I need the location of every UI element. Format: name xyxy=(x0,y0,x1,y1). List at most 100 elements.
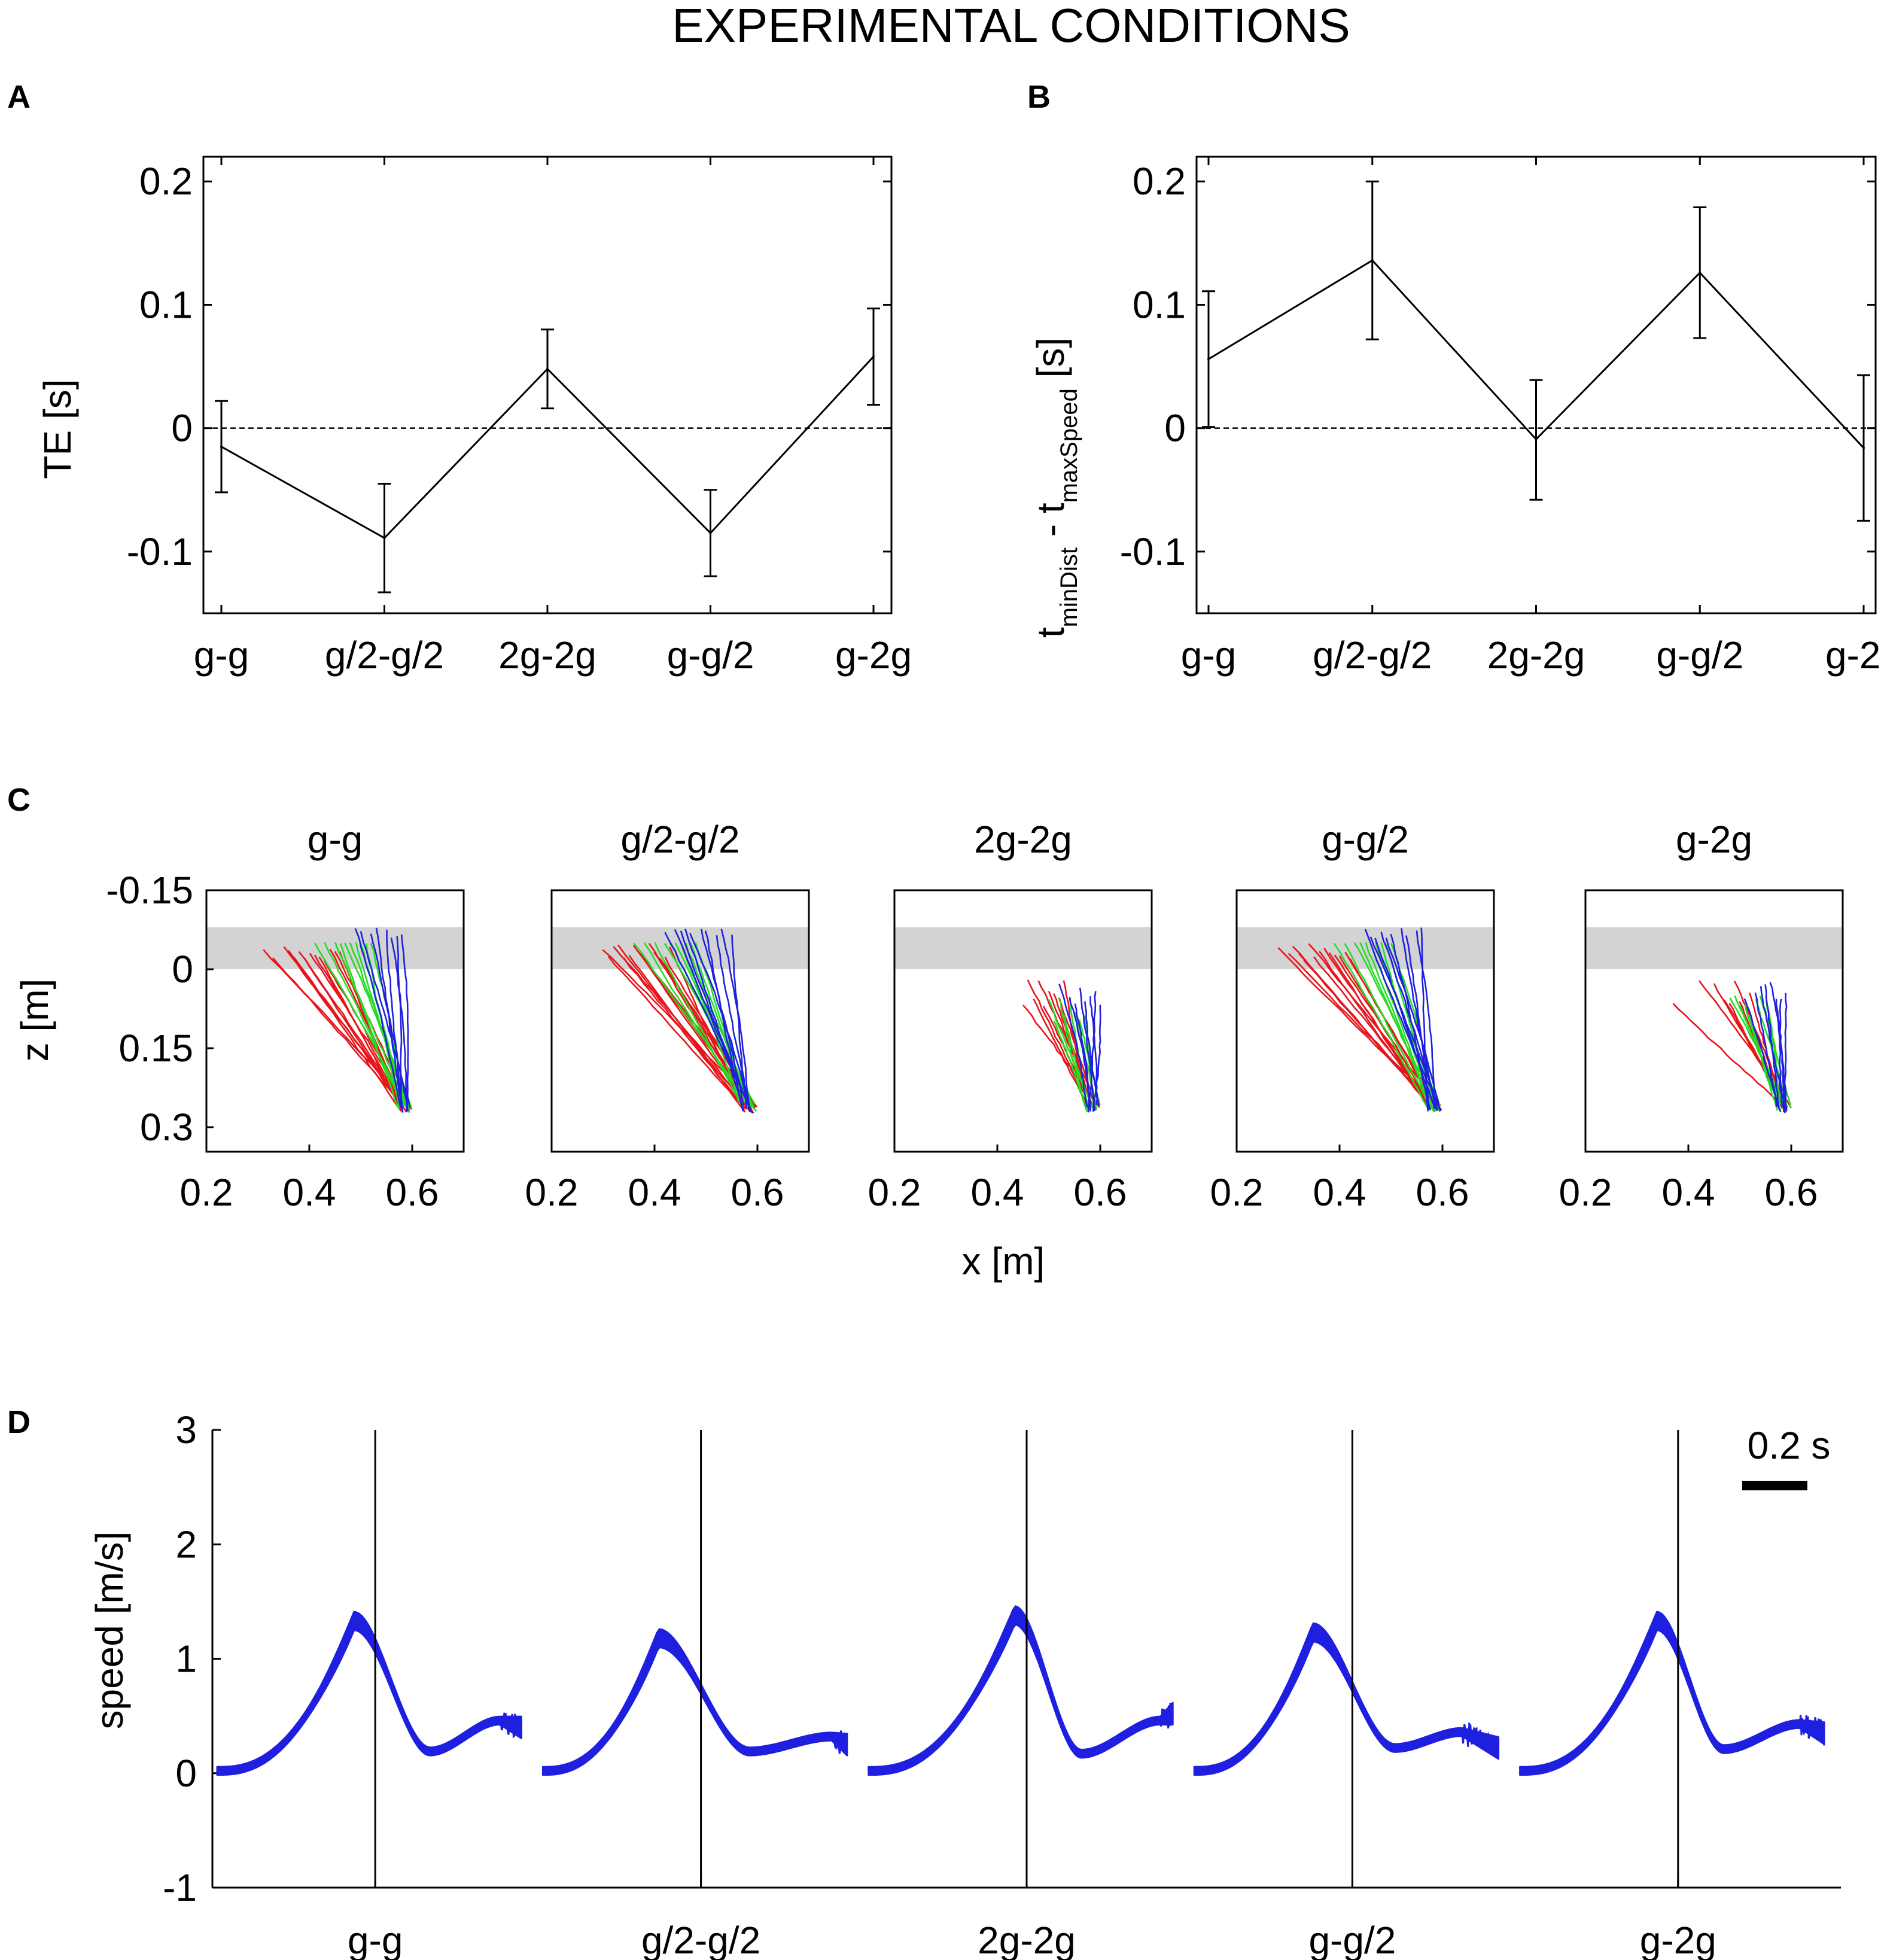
panel-c-trajectory-blue xyxy=(1374,938,1436,1109)
panel-c-subplot: g/2-g/2 0.2 0.4 0.6 xyxy=(525,818,810,1214)
panel-c-trajectory-blue xyxy=(701,929,745,1106)
panel-c-trajectory-green xyxy=(324,942,404,1109)
panel-c-subplot: g-2g 0.2 0.4 0.6 xyxy=(1559,818,1844,1214)
panel-a-xtick-label: 2g-2g xyxy=(498,634,596,677)
panel-b-xtick-label: 2g-2g xyxy=(1487,634,1585,677)
panel-c-trajectory-blue xyxy=(1092,1005,1101,1112)
panel-c-trajectory-blue xyxy=(386,929,404,1113)
panel-c-trajectory-blue xyxy=(1088,991,1097,1113)
panel-d-speed-band xyxy=(1193,1622,1500,1776)
panel-d-xtick-label: g-g/2 xyxy=(1308,1919,1396,1960)
panel-c-subplot: g-g 0.2 0.4 0.6 -0.15 0 0.15 0.3 xyxy=(106,818,465,1214)
panel-b-data-point xyxy=(1207,358,1210,361)
panel-label-d: D xyxy=(7,1404,31,1440)
panel-b-data-point xyxy=(1371,259,1374,262)
panel-a-data-point xyxy=(546,367,549,370)
panel-c-subplot-title: g/2-g/2 xyxy=(620,818,739,861)
panel-d-ytick-label: -1 xyxy=(163,1866,197,1909)
panel-c-trajectory-blue xyxy=(716,935,751,1110)
panel-c-xtick-label: 0.2 xyxy=(180,1171,233,1214)
panel-c-xtick-label: 0.4 xyxy=(1662,1171,1715,1214)
panel-c-trajectory-blue xyxy=(1058,983,1088,1108)
panel-c-trajectory-blue xyxy=(704,930,744,1112)
panel-d-speed-band xyxy=(868,1605,1174,1776)
panel-c-trajectory-blue xyxy=(1401,928,1438,1110)
panel-b-ytick-label: -0.1 xyxy=(1120,530,1186,573)
panel-c-trajectory-blue xyxy=(1079,987,1095,1112)
panel-c-xtick-label: 0.4 xyxy=(283,1171,336,1214)
panel-c-trajectory-red xyxy=(1672,1003,1783,1106)
panel-c-trajectory-green xyxy=(1749,1013,1778,1111)
panel-d-ytick-label: 3 xyxy=(175,1408,197,1451)
panel-c-trajectory-red xyxy=(288,949,402,1112)
panel-d-speed-band xyxy=(216,1611,522,1776)
panel-d-xtick-label: g-2g xyxy=(1640,1919,1716,1960)
panel-d-xtick-label: g/2-g/2 xyxy=(641,1919,760,1960)
panel-d-xtick-label: 2g-2g xyxy=(978,1919,1076,1960)
panel-c-xtick-label: 0.2 xyxy=(525,1171,579,1214)
panel-c-trajectory-green xyxy=(685,943,755,1109)
panel-b-chart: 0.2 0.1 0 -0.1 g-g g/2-g/2 2g-2g g-g/2 g-2g xyxy=(1120,156,1881,677)
panel-d-xtick-label: g-g xyxy=(348,1919,403,1960)
panel-b-data-point xyxy=(1535,438,1538,441)
panel-c-trajectory-blue xyxy=(1778,999,1783,1107)
panel-label-c: C xyxy=(7,782,31,818)
panel-b-data-point xyxy=(1699,271,1702,274)
panel-c-trajectory-red xyxy=(607,955,747,1110)
figure-title: EXPERIMENTAL CONDITIONS xyxy=(672,0,1350,52)
panel-c-trajectory-blue xyxy=(400,934,409,1109)
panel-b-ytick-label: 0 xyxy=(1164,407,1186,450)
panel-c-axes-box xyxy=(550,889,810,1153)
panel-c-trajectory-red xyxy=(293,957,404,1109)
scale-bar-label: 0.2 s xyxy=(1748,1424,1831,1467)
panel-d-speed-noise xyxy=(499,1712,522,1739)
panel-a-xtick-label: g-2g xyxy=(835,634,912,677)
panel-c-subplot-title: g-2g xyxy=(1676,818,1752,861)
panel-c-trajectory-blue xyxy=(720,929,750,1109)
panel-b-data-point xyxy=(1862,446,1865,449)
panel-c-trajectory-blue xyxy=(1764,984,1780,1107)
panel-c-trajectory-red xyxy=(304,957,403,1112)
panel-c-trajectory-blue xyxy=(1775,999,1785,1113)
panel-c-subplot-title: 2g-2g xyxy=(974,818,1072,861)
panel-b-xtick-label: g/2-g/2 xyxy=(1313,634,1432,677)
panel-c-trajectory-blue xyxy=(1754,992,1777,1107)
panel-c-xtick-label: 0.6 xyxy=(731,1171,784,1214)
panel-c-chart: g-g 0.2 0.4 0.6 -0.15 0 0.15 0.3 g/2-g/2 0.2 0.4 0.… xyxy=(106,818,1844,1214)
panel-c-trajectory-blue xyxy=(1089,996,1098,1105)
panel-c-subplot: 2g-2g 0.2 0.4 0.6 xyxy=(868,818,1153,1214)
panel-c-xtick-label: 0.2 xyxy=(1559,1171,1612,1214)
panel-d-speed-noise xyxy=(1461,1721,1500,1755)
panel-c-trajectory-blue xyxy=(375,927,402,1107)
panel-a-data-point xyxy=(220,445,223,448)
panel-c-trajectory-green xyxy=(1333,942,1430,1110)
panel-c-ytick-label: 0 xyxy=(172,948,193,991)
panel-c-trajectory-green xyxy=(339,943,400,1109)
panel-label-b: B xyxy=(1027,79,1051,115)
panel-c-trajectory-blue xyxy=(1783,993,1788,1113)
panel-c-trajectory-blue xyxy=(370,933,409,1112)
panel-a-ylabel: TE [s] xyxy=(36,379,79,479)
panel-b-ytick-label: 0.2 xyxy=(1133,160,1186,203)
panel-c-xlabel: x [m] xyxy=(962,1240,1045,1283)
panel-a-data-point xyxy=(709,531,712,534)
panel-b-xtick-label: g-g/2 xyxy=(1656,634,1743,677)
panel-d-ylabel: speed [m/s] xyxy=(88,1532,131,1730)
panel-d-chart: 3 2 1 0 -1 g-g g/2-g/2 2g-2g g-g/2 g-2g xyxy=(163,1408,1841,1960)
panel-b-xtick-label: g-2g xyxy=(1825,634,1881,677)
panel-c-axes-box xyxy=(1235,889,1495,1153)
panel-c-trajectory-blue xyxy=(396,936,403,1107)
panel-a-xtick-label: g-g xyxy=(194,634,249,677)
panel-a-ytick-label: 0.2 xyxy=(139,160,193,203)
panel-c-trajectory-blue xyxy=(684,929,745,1112)
panel-c-target-band xyxy=(1585,927,1843,969)
panel-c-xtick-label: 0.2 xyxy=(1210,1171,1264,1214)
panel-c-ytick-label: 0.3 xyxy=(140,1106,193,1149)
panel-b-ytick-label: 0.1 xyxy=(1133,283,1186,326)
panel-a-chart: 0.2 0.1 0 -0.1 g-g g/2-g/2 2g-2g g-g/2 g-2g xyxy=(127,156,912,677)
panel-d-speed-band xyxy=(1519,1611,1825,1776)
panel-c-axes-box xyxy=(1584,889,1844,1153)
panel-a-xtick-label: g-g/2 xyxy=(667,634,754,677)
panel-label-a: A xyxy=(7,79,31,115)
